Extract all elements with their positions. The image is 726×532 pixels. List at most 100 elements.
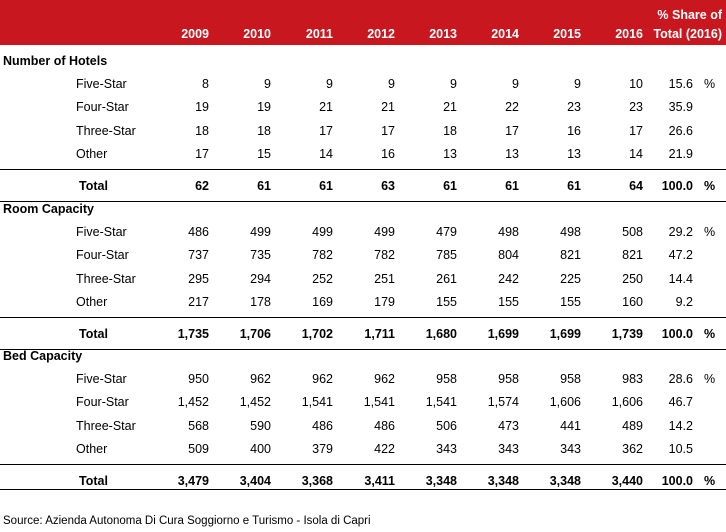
data-cell: 160 [622,294,643,309]
row-label: Three-Star [76,271,136,286]
data-cell: 782 [374,248,395,263]
row-label: Four-Star [76,248,129,263]
data-cell: 499 [312,225,333,239]
data-cell: 21 [443,100,457,115]
total-cell: 1,680 [425,326,457,341]
data-cell: 251 [374,271,395,286]
total-cell: 3,348 [549,473,581,488]
data-cell: 821 [622,248,643,263]
total-cell: 3,404 [239,473,271,488]
data-cell: 19 [257,100,271,115]
data-cell: 962 [250,372,271,386]
total-percent-sign: % [704,178,716,193]
data-cell: 1,541 [301,395,333,410]
data-cell: 23 [629,100,643,115]
data-cell: 737 [188,248,209,263]
data-cell: 17 [629,123,643,138]
row-label: Three-Star [76,418,136,433]
total-cell: 3,440 [611,473,643,488]
data-cell: 8 [202,77,209,91]
data-cell: 17 [505,123,519,138]
percent-sign: % [704,77,716,91]
data-cell: 17 [195,146,209,161]
row-label: Other [76,146,108,161]
data-cell: 473 [498,418,519,433]
year-header: 2011 [305,27,333,41]
data-cell: 506 [436,418,457,433]
data-cell: 1,541 [363,395,395,410]
percent-sign: % [704,372,716,386]
data-cell: 155 [560,294,581,309]
data-cell: 13 [443,146,457,161]
share-cell: 14.4 [668,271,693,286]
year-header: 2012 [367,27,395,41]
total-cell: 1,699 [487,326,519,341]
data-cell: 13 [567,146,581,161]
data-cell: 486 [312,418,333,433]
year-header: 2009 [181,27,209,41]
data-cell: 498 [498,225,519,239]
total-label: Total [79,326,108,341]
total-share-cell: 100.0 [661,326,693,341]
data-cell: 479 [436,225,457,239]
data-cell: 21 [319,100,333,115]
data-cell: 9 [326,77,333,91]
data-cell: 343 [498,441,519,456]
share-cell: 28.6 [668,372,693,386]
total-cell: 1,702 [301,326,333,341]
data-cell: 14 [629,146,643,161]
section-divider [0,200,726,202]
row-label: Three-Star [76,123,136,138]
share-cell: 35.9 [668,100,693,115]
data-cell: 261 [436,271,457,286]
section-title: Number of Hotels [3,54,108,68]
data-cell: 782 [312,248,333,263]
data-cell: 804 [498,248,519,263]
share-cell: 21.9 [668,146,693,161]
data-cell: 225 [560,271,581,286]
share-cell: 10.5 [668,441,693,456]
data-cell: 18 [257,123,271,138]
total-share-cell: 100.0 [661,178,693,193]
data-cell: 22 [505,100,519,115]
data-cell: 499 [374,225,395,239]
section-title: Room Capacity [3,202,94,216]
data-cell: 1,541 [425,395,457,410]
share-cell: 29.2 [668,225,693,239]
data-cell: 486 [374,418,395,433]
total-cell: 3,411 [364,473,395,488]
total-cell: 61 [257,178,271,193]
year-header: 2010 [243,27,271,41]
data-cell: 18 [443,123,457,138]
share-cell: 9.2 [675,294,693,309]
data-cell: 958 [436,372,457,386]
total-cell: 61 [505,178,519,193]
total-divider [0,316,726,318]
data-cell: 568 [188,418,209,433]
data-cell: 23 [567,100,581,115]
data-cell: 250 [622,271,643,286]
data-cell: 590 [250,418,271,433]
data-cell: 1,452 [177,395,209,410]
percent-sign: % [704,225,716,239]
share-cell: 47.2 [668,248,693,263]
table-bottom-rule [0,489,726,490]
data-cell: 155 [436,294,457,309]
data-cell: 169 [312,294,333,309]
data-cell: 242 [498,271,519,286]
data-cell: 9 [450,77,457,91]
data-cell: 9 [512,77,519,91]
total-cell: 1,739 [611,326,643,341]
data-cell: 16 [567,123,581,138]
year-header: 2015 [553,27,581,41]
data-cell: 489 [622,418,643,433]
year-header: 2013 [429,27,457,41]
table-header: 2009 2010 2011 2012 2013 2014 2015 2016 … [0,0,726,45]
total-cell: 61 [443,178,457,193]
year-header: 2014 [491,27,519,41]
total-cell: 3,348 [487,473,519,488]
total-cell: 1,706 [239,326,271,341]
total-cell: 1,699 [549,326,581,341]
share-cell: 14.2 [668,418,693,433]
share-header-line1: % Share of [657,8,722,22]
